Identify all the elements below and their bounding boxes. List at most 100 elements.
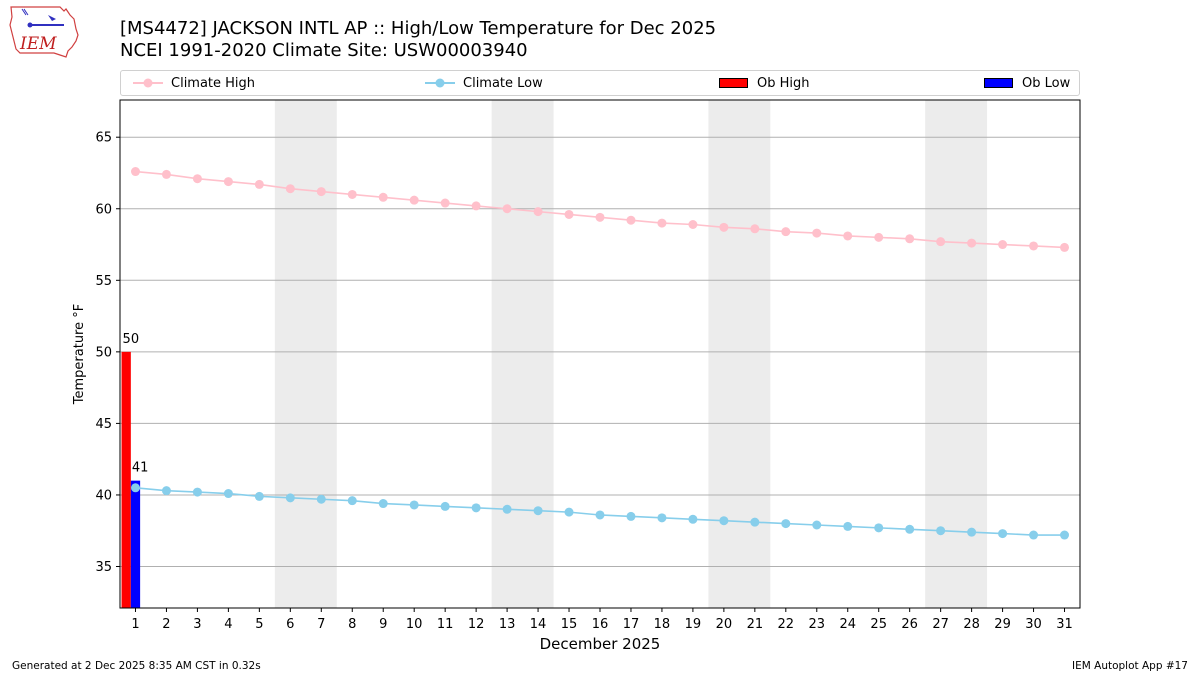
- climate-high-point: [161, 169, 171, 179]
- legend-item-ob-high: Ob High: [719, 71, 810, 95]
- y-tick-label: 35: [95, 560, 112, 575]
- climate-low-point: [440, 501, 450, 511]
- climate-low-point: [967, 527, 977, 537]
- chart-subtitle: NCEI 1991-2020 Climate Site: USW00003940: [120, 40, 528, 61]
- climate-low-point: [1029, 530, 1039, 540]
- climate-high-point: [595, 212, 605, 222]
- x-tick-label: 5: [255, 617, 263, 632]
- climate-high-point: [719, 222, 729, 232]
- climate-low-point: [254, 491, 264, 501]
- climate-high-point: [1029, 241, 1039, 251]
- climate-low-point: [719, 516, 729, 526]
- climate-high-point: [905, 234, 915, 244]
- climate-low-point: [657, 513, 667, 523]
- climate-low-point: [626, 511, 636, 521]
- climate-low-point: [812, 520, 822, 530]
- y-tick-label: 40: [95, 488, 112, 503]
- weekend-shade: [708, 100, 771, 608]
- climate-high-point: [781, 227, 791, 237]
- x-tick-label: 30: [1025, 617, 1042, 632]
- ob-high-swatch-icon: [719, 78, 748, 88]
- climate-low-line-icon: [425, 78, 455, 88]
- climate-high-point: [626, 215, 636, 225]
- climate-low-point: [409, 500, 419, 510]
- generated-timestamp: Generated at 2 Dec 2025 8:35 AM CST in 0…: [12, 660, 261, 672]
- climate-low-point: [874, 523, 884, 533]
- climate-high-point: [316, 187, 326, 197]
- x-tick-label: 22: [778, 617, 795, 632]
- legend-item-climate-low: Climate Low: [425, 71, 543, 95]
- x-tick-label: 10: [406, 617, 423, 632]
- climate-low-point: [130, 483, 140, 493]
- x-tick-label: 23: [809, 617, 826, 632]
- x-tick-label: 7: [317, 617, 325, 632]
- climate-high-point: [564, 209, 574, 219]
- climate-high-point: [812, 228, 822, 238]
- climate-low-point: [192, 487, 202, 497]
- climate-high-point: [1060, 242, 1070, 252]
- climate-low-point: [285, 493, 295, 503]
- climate-low-point: [781, 519, 791, 529]
- climate-low-point: [750, 517, 760, 527]
- climate-high-point: [440, 198, 450, 208]
- climate-low-point: [936, 526, 946, 536]
- y-tick-label: 65: [95, 131, 112, 146]
- climate-high-line-icon: [133, 78, 163, 88]
- x-tick-label: 13: [499, 617, 516, 632]
- weekend-shade: [274, 100, 337, 608]
- x-tick-label: 20: [716, 617, 733, 632]
- climate-low-point: [533, 506, 543, 516]
- climate-high-point: [750, 224, 760, 234]
- x-tick-label: 16: [592, 617, 609, 632]
- x-tick-label: 28: [963, 617, 980, 632]
- climate-high-point: [409, 195, 419, 205]
- legend-label: Climate High: [171, 75, 256, 91]
- y-axis-label: Temperature °F: [72, 304, 87, 405]
- iem-logo: IEM: [9, 6, 79, 58]
- climate-low-point: [1060, 530, 1070, 540]
- weekend-shade: [491, 100, 554, 608]
- climate-low-point: [564, 507, 574, 517]
- climate-low-point: [502, 504, 512, 514]
- climate-high-point: [533, 207, 543, 217]
- y-tick-label: 60: [95, 202, 112, 217]
- x-tick-label: 4: [224, 617, 232, 632]
- climate-high-point: [285, 184, 295, 194]
- climate-low-point: [347, 496, 357, 506]
- legend-item-climate-high: Climate High: [133, 71, 255, 95]
- climate-high-point: [471, 201, 481, 211]
- y-tick-label: 55: [95, 274, 112, 289]
- svg-text:IEM: IEM: [19, 34, 57, 54]
- climate-high-point: [657, 218, 667, 228]
- chart-legend: Climate High Climate Low Ob High Ob Low: [120, 70, 1080, 96]
- x-tick-label: 26: [901, 617, 918, 632]
- climate-high-point: [967, 238, 977, 248]
- data-label: 50: [123, 332, 140, 347]
- legend-label: Ob High: [757, 75, 810, 91]
- climate-low-point: [688, 514, 698, 524]
- weekend-shade: [925, 100, 988, 608]
- climate-high-point: [378, 192, 388, 202]
- x-tick-label: 8: [348, 617, 356, 632]
- climate-high-point: [874, 232, 884, 242]
- data-label: 41: [132, 461, 149, 476]
- x-tick-label: 2: [162, 617, 170, 632]
- x-tick-label: 14: [530, 617, 547, 632]
- climate-low-point: [316, 494, 326, 504]
- climate-high-point: [347, 189, 357, 199]
- climate-high-point: [843, 231, 853, 241]
- climate-low-point: [595, 510, 605, 520]
- app-label: IEM Autoplot App #17: [1072, 660, 1188, 672]
- legend-item-ob-low: Ob Low: [984, 71, 1070, 95]
- ob-low-swatch-icon: [984, 78, 1013, 88]
- climate-high-point: [223, 177, 233, 187]
- climate-high-point: [254, 179, 264, 189]
- climate-high-point: [502, 204, 512, 214]
- climate-low-point: [223, 489, 233, 499]
- x-tick-label: 19: [685, 617, 702, 632]
- x-tick-label: 3: [193, 617, 201, 632]
- x-tick-label: 17: [623, 617, 640, 632]
- climate-high-point: [998, 240, 1008, 250]
- x-tick-label: 9: [379, 617, 387, 632]
